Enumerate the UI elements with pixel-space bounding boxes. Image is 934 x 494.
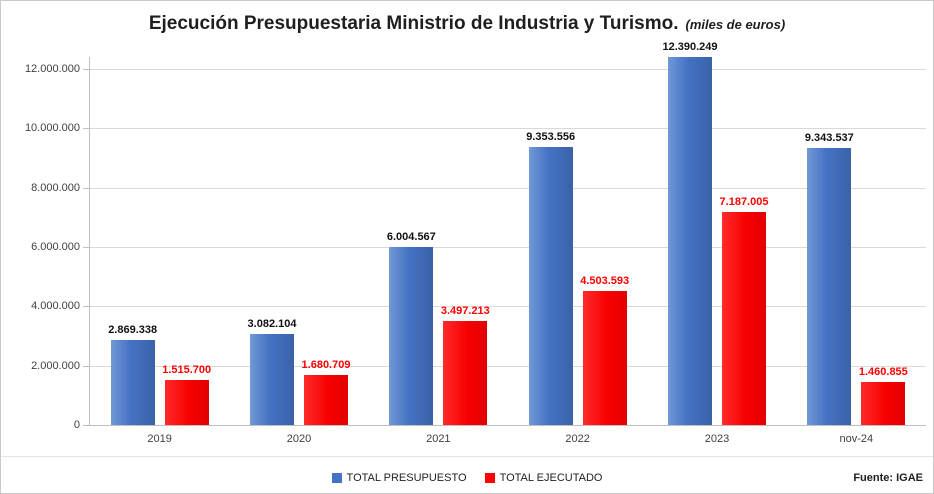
gridline (90, 128, 926, 130)
y-axis-tick (83, 306, 90, 308)
y-axis-tick-label: 6.000.000 (31, 240, 80, 253)
bar-value-label: 3.082.104 (247, 317, 297, 330)
bar-value-label: 1.460.855 (858, 365, 908, 378)
y-axis-tick (83, 187, 90, 189)
legend-label: TOTAL PRESUPUESTO (346, 472, 467, 484)
y-axis-tick (83, 365, 90, 367)
bar-presupuesto (807, 147, 852, 425)
bar-presupuesto (110, 339, 155, 425)
bar-ejecutado (443, 321, 488, 425)
bar-presupuesto (668, 57, 712, 425)
bar-value-label: 4.503.593 (580, 275, 630, 288)
bar-ejecutado (582, 291, 627, 425)
bar-value-label: 1.515.700 (162, 364, 212, 377)
bar-value-label: 2.869.338 (108, 323, 158, 336)
bar-value-label: 9.343.537 (804, 131, 854, 144)
bar-value-label: 1.680.709 (301, 359, 351, 372)
bar-value-label: 6.004.567 (386, 230, 436, 243)
chart-title-row: Ejecución Presupuestaria Ministrio de In… (1, 13, 933, 35)
bar-presupuesto (389, 246, 434, 425)
bar-value-label: 12.390.249 (662, 41, 718, 54)
bar-ejecutado (304, 375, 348, 425)
y-axis-tick-label: 2.000.000 (31, 359, 80, 372)
bar-ejecutado (861, 381, 906, 425)
legend-item: TOTAL PRESUPUESTO (331, 472, 467, 484)
chart-subtitle: (miles de euros) (685, 17, 786, 32)
legend-swatch-icon (484, 473, 495, 483)
plot-area: 0 2.000.000 4.000.000 6.000.000 8.000.000 10.… (25, 41, 926, 445)
gridline (90, 68, 926, 70)
y-axis-tick-label: 0 (73, 419, 80, 431)
x-axis-label: 2020 (286, 433, 312, 445)
bar-ejecutado (722, 211, 766, 425)
y-axis-tick (83, 246, 90, 248)
gridline (90, 187, 926, 189)
bar-value-label: 7.187.005 (719, 195, 769, 208)
source-label: Fuente: IGAE (853, 472, 923, 484)
y-axis-tick-label: 10.000.000 (24, 122, 80, 135)
x-axis-label: nov-24 (839, 433, 874, 445)
y-axis-tick (83, 425, 90, 426)
y-axis-tick (83, 128, 90, 130)
legend-item: TOTAL EJECUTADO (484, 472, 603, 484)
x-axis-label: 2019 (147, 433, 172, 445)
chart-title: Ejecución Presupuestaria Ministrio de In… (148, 13, 679, 34)
legend: TOTAL PRESUPUESTO TOTAL EJECUTADO (1, 472, 933, 484)
bar-value-label: 9.353.556 (526, 131, 576, 144)
y-axis-tick-label: 8.000.000 (31, 181, 80, 194)
bar-value-label: 3.497.213 (440, 305, 490, 318)
gridline (90, 365, 926, 367)
gridline (90, 246, 926, 248)
y-axis-tick-label: 12.000.000 (24, 62, 80, 75)
x-axis-label: 2022 (565, 433, 590, 445)
bar-presupuesto (250, 333, 294, 425)
legend-label: TOTAL EJECUTADO (499, 472, 603, 484)
bar-ejecutado (164, 380, 209, 425)
y-axis-tick-label: 4.000.000 (31, 300, 80, 313)
legend-swatch-icon (331, 473, 342, 483)
x-axis-label: 2023 (704, 433, 730, 445)
gridline (90, 306, 926, 308)
footer-divider (1, 456, 933, 457)
bar-presupuesto (528, 147, 573, 425)
x-axis-label: 2021 (426, 433, 451, 445)
y-axis-tick (83, 68, 90, 70)
